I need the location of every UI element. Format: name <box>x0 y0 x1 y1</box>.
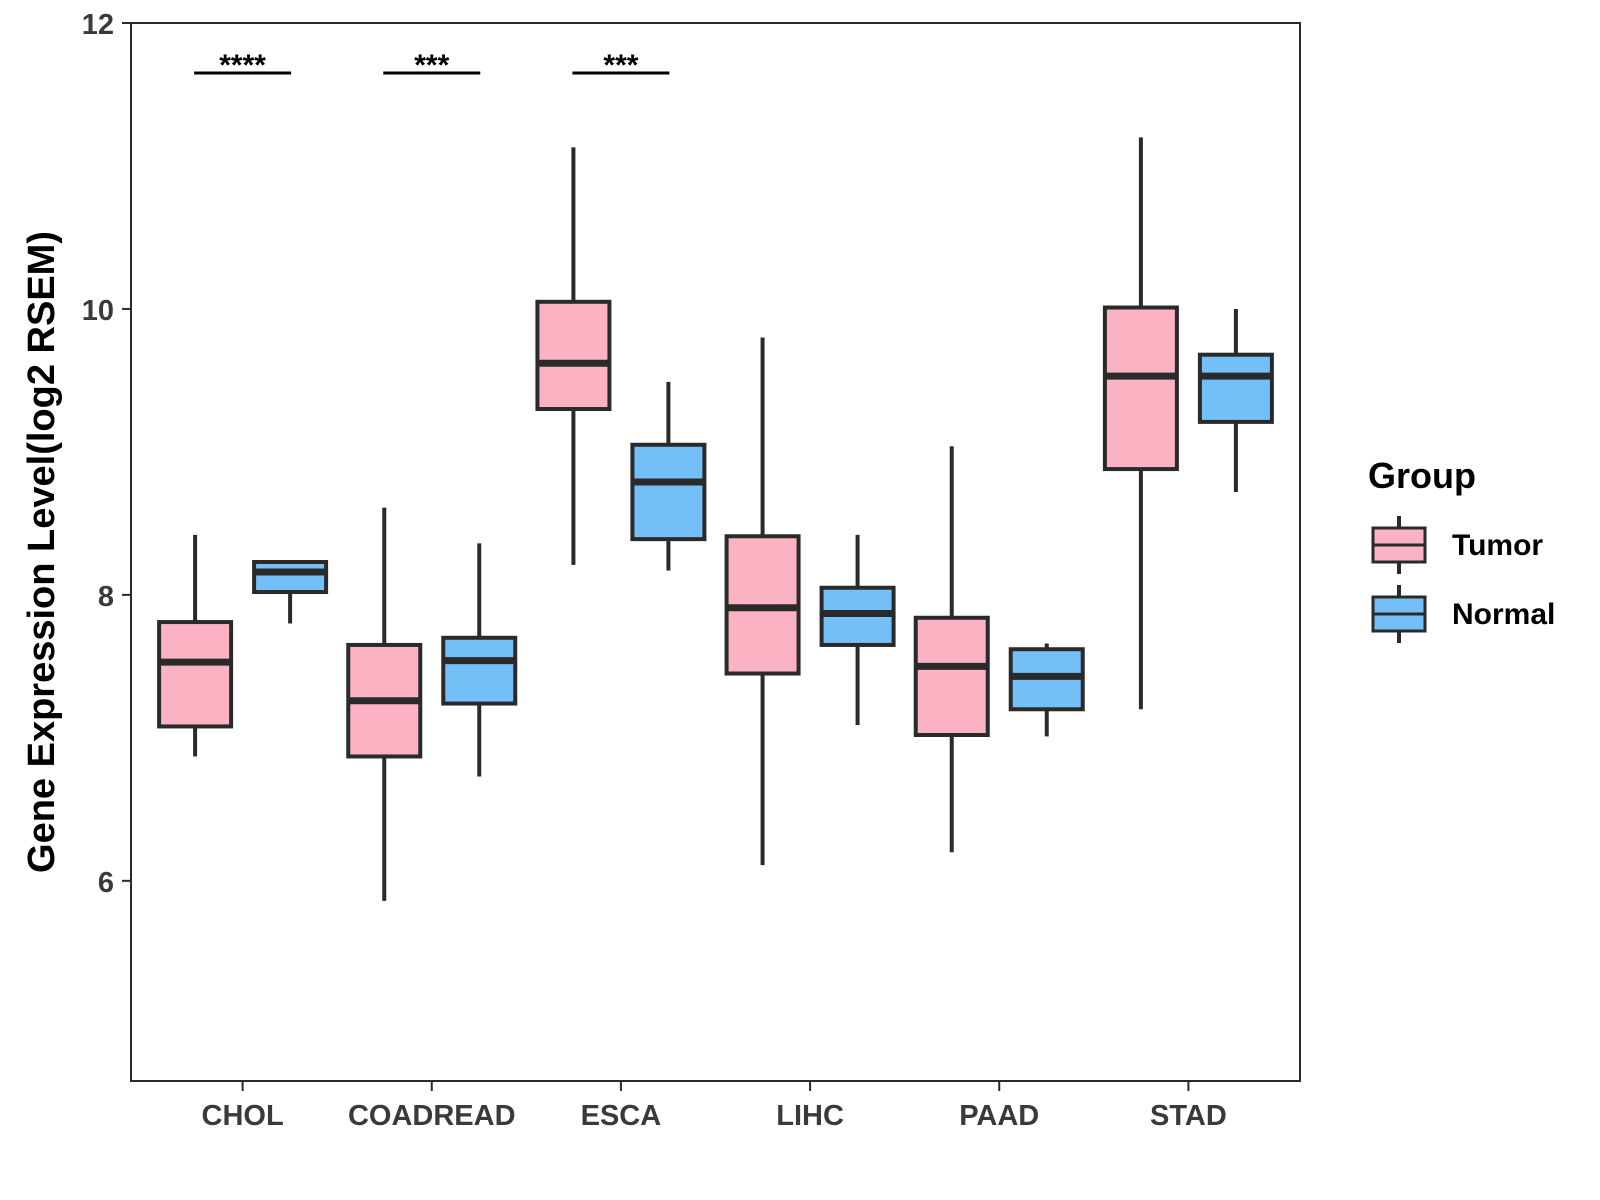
x-tick-label: CHOL <box>202 1100 284 1132</box>
box-tumor-stad <box>1102 137 1179 710</box>
y-axis-title: Gene Expression Level(log2 RSEM) <box>21 231 63 873</box>
box-tumor-coadread <box>346 507 423 901</box>
x-tick-label: PAAD <box>959 1100 1039 1132</box>
box-iqr <box>441 635 518 706</box>
plot-panel-border <box>130 22 1301 1082</box>
box-normal-chol <box>252 560 329 624</box>
x-tick-label: ESCA <box>581 1100 662 1132</box>
y-tick-label: 6 <box>98 867 114 899</box>
box-tumor-chol <box>157 534 234 757</box>
y-tick-label: 12 <box>82 9 114 41</box>
legend-entry-normal: Normal <box>1371 585 1555 643</box>
y-axis: 6 8 10 12 <box>82 9 131 899</box>
box-tumor-esca <box>535 147 612 565</box>
box-iqr <box>1197 352 1274 424</box>
significance-esca: *** <box>572 49 670 82</box>
legend: Group Tumor Normal <box>1368 455 1555 643</box>
x-tick-label: COADREAD <box>348 1100 516 1132</box>
legend-label: Tumor <box>1452 529 1543 562</box>
legend-entry-tumor: Tumor <box>1371 516 1543 574</box>
box-normal-stad <box>1197 308 1274 492</box>
box-iqr <box>252 560 329 595</box>
box-iqr <box>535 299 612 412</box>
significance-label: *** <box>603 49 638 82</box>
significance-coadread: *** <box>383 49 481 82</box>
box-normal-paad <box>1008 643 1085 737</box>
box-iqr <box>157 620 234 729</box>
y-tick-label: 8 <box>98 581 114 613</box>
box-normal-lihc <box>819 534 896 725</box>
significance-label: **** <box>219 49 266 82</box>
box-normal-coadread <box>441 543 518 777</box>
x-axis: CHOL COADREAD ESCA LIHC PAAD STAD <box>202 1081 1227 1132</box>
significance-annotations: **** *** *** <box>194 49 670 82</box>
significance-chol: **** <box>194 49 292 82</box>
box-tumor-lihc <box>724 337 801 866</box>
box-normal-esca <box>630 381 707 571</box>
legend-title: Group <box>1368 455 1476 496</box>
box-iqr <box>630 442 707 542</box>
series-tumor <box>157 137 1179 901</box>
y-tick-label: 10 <box>82 295 114 327</box>
box-series <box>157 137 1274 901</box>
box-iqr <box>1102 305 1179 472</box>
box-iqr <box>913 615 990 738</box>
x-tick-label: STAD <box>1150 1100 1227 1132</box>
legend-label: Normal <box>1452 598 1555 631</box>
significance-label: *** <box>414 49 449 82</box>
box-tumor-paad <box>913 446 990 853</box>
series-normal <box>252 308 1274 777</box>
x-tick-label: LIHC <box>776 1100 844 1132</box>
